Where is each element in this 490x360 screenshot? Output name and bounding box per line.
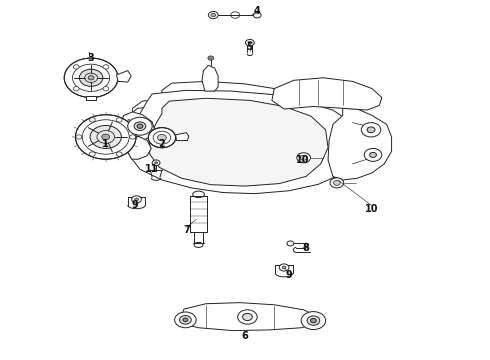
Polygon shape [180,303,318,330]
Circle shape [211,13,216,17]
Circle shape [75,115,136,159]
Polygon shape [125,136,151,159]
Text: 10: 10 [296,155,309,165]
Circle shape [134,122,146,131]
Circle shape [361,123,381,137]
Circle shape [330,178,343,188]
Circle shape [137,124,143,129]
Polygon shape [175,133,189,140]
Circle shape [238,310,257,324]
Circle shape [333,180,340,185]
Circle shape [102,134,110,140]
Circle shape [279,264,289,271]
Circle shape [90,126,122,148]
Polygon shape [86,96,96,100]
Circle shape [248,41,252,44]
Circle shape [132,196,142,203]
Polygon shape [328,108,392,180]
Circle shape [76,135,82,139]
Polygon shape [117,71,131,82]
Text: 4: 4 [254,6,261,17]
Circle shape [128,117,152,135]
Polygon shape [130,90,357,194]
Circle shape [89,152,95,156]
Circle shape [243,314,252,320]
Polygon shape [202,65,218,91]
Circle shape [253,12,261,18]
Circle shape [148,128,175,148]
Circle shape [208,56,214,60]
Circle shape [103,86,109,91]
Polygon shape [121,112,155,140]
Circle shape [74,86,79,91]
Text: 9: 9 [132,200,139,210]
Circle shape [88,76,94,80]
Circle shape [64,58,118,98]
Text: 3: 3 [88,53,95,63]
Text: 1: 1 [102,139,109,149]
Text: 9: 9 [286,270,293,280]
Circle shape [301,312,326,329]
Circle shape [364,148,382,161]
Circle shape [130,135,136,139]
Circle shape [307,316,320,325]
Text: 5: 5 [246,42,253,52]
Polygon shape [150,98,328,186]
Circle shape [245,40,254,46]
Circle shape [300,155,307,160]
Text: 11: 11 [146,164,159,174]
Circle shape [89,118,95,122]
Circle shape [183,318,188,321]
Circle shape [179,316,191,324]
Circle shape [297,153,311,163]
Circle shape [287,241,294,246]
Circle shape [369,152,376,157]
Circle shape [152,160,160,166]
Circle shape [208,12,218,19]
Text: 10: 10 [365,204,379,214]
Circle shape [135,198,139,201]
Circle shape [155,162,158,164]
Circle shape [103,65,109,69]
Circle shape [311,319,317,323]
Circle shape [158,134,166,141]
Polygon shape [162,81,274,98]
Circle shape [116,118,122,122]
Polygon shape [272,78,382,110]
Text: 6: 6 [242,331,248,341]
Polygon shape [133,98,284,114]
Circle shape [79,69,103,86]
Text: 8: 8 [303,243,310,253]
Circle shape [367,127,375,133]
Text: 7: 7 [183,225,190,235]
Circle shape [116,152,122,156]
Text: 2: 2 [159,139,165,149]
Circle shape [74,65,79,69]
Circle shape [282,266,286,269]
Circle shape [174,312,196,328]
